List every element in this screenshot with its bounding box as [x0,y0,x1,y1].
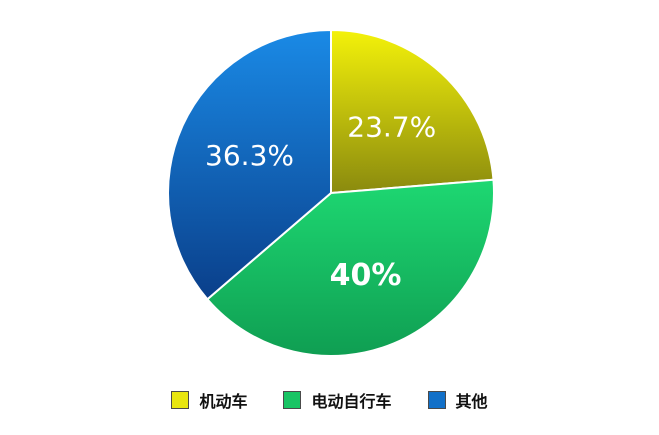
chart-legend: 机动车 电动自行车 其他 [0,388,659,412]
legend-label-e-bike: 电动自行车 [311,392,392,411]
pie-slice-other [167,28,332,301]
legend-swatch-other [427,391,446,409]
pie-slices [167,28,495,357]
pie-data-labels: 23.7% 40% 36.3% [205,111,436,294]
data-label-e-bike: 40% [330,258,402,293]
legend-swatch-motor-vehicle [171,391,190,409]
pie-slice-motor-vehicle [330,28,495,195]
legend-label-other: 其他 [455,392,488,411]
data-label-motor-vehicle: 23.7% [347,111,436,144]
legend-swatch-e-bike [283,391,302,409]
legend-label-motor-vehicle: 机动车 [199,392,248,411]
legend-item-other: 其他 [427,388,488,412]
pie-slice-e-bike [205,178,495,357]
data-label-other: 36.3% [205,139,294,172]
legend-item-motor-vehicle: 机动车 [171,388,247,412]
legend-item-e-bike: 电动自行车 [283,388,392,412]
